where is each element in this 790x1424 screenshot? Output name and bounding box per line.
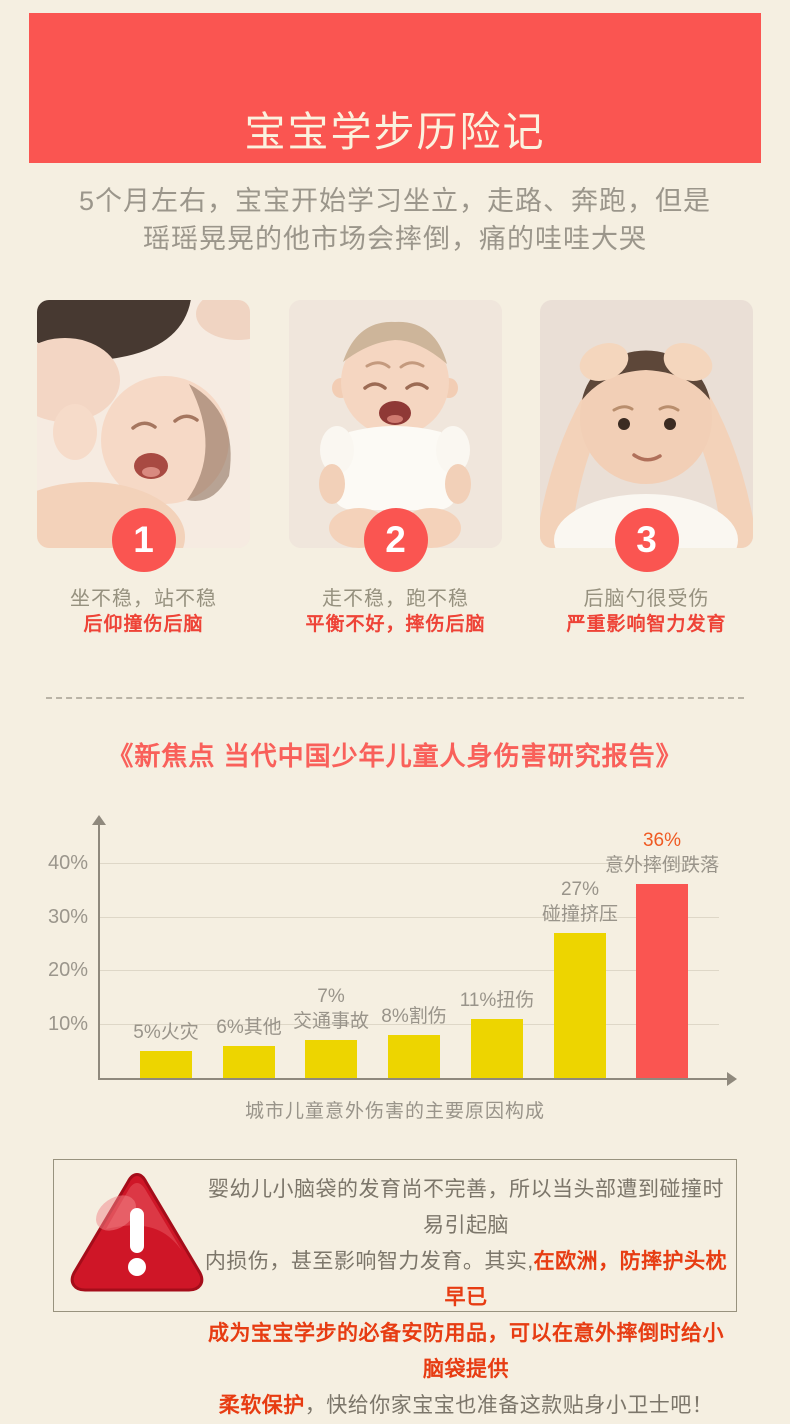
bar-label-意外摔倒跌落: 36% 意外摔倒跌落 [604, 830, 720, 876]
step-badge-2: 2 [363, 508, 428, 572]
card-caption-2: 走不稳，跑不稳 [322, 588, 469, 610]
gridline-20% [99, 970, 719, 971]
bar-label-割伤: 8%割伤 [381, 1006, 447, 1027]
header-banner: 宝宝学步历险记 [29, 13, 761, 163]
hazard-card-2: 2 走不稳，跑不稳 平衡不好，摔伤后脑 [289, 300, 502, 640]
bar-label-交通事故: 7% 交通事故 [292, 986, 370, 1032]
step-badge-3: 3 [614, 508, 679, 572]
hazard-card-1: 1 坐不稳，站不稳 后仰撞伤后脑 [37, 300, 250, 640]
bar-label-火灾: 5%火灾 [133, 1022, 199, 1043]
notice-line: 婴幼儿小脑袋的发育尚不完善，所以当头部遭到碰撞时易引起脑 [208, 1178, 724, 1237]
bar-扭伤 [471, 1019, 523, 1078]
card-caption-3: 后脑勺很受伤 [583, 588, 710, 610]
notice-line: 成为宝宝学步的必备安防用品，可以在意外摔倒时给小脑袋提供 [208, 1322, 724, 1381]
y-axis [98, 824, 100, 1080]
card-caption-1: 坐不稳，站不稳 [70, 588, 217, 610]
bar-label-其他: 6%其他 [216, 1017, 282, 1038]
card-warning-3: 严重影响智力发育 [566, 614, 727, 635]
y-tick-10%: 10% [47, 1013, 88, 1035]
gridline-30% [99, 917, 719, 918]
notice-line: 内损伤，甚至影响智力发育。其实,在欧洲，防摔护头枕早已 [204, 1250, 728, 1309]
card-warning-1: 后仰撞伤后脑 [83, 614, 204, 635]
intro-line-2: 瑶瑶晃晃的他市场会摔倒，痛的哇哇大哭 [143, 224, 647, 254]
gridline-10% [99, 1024, 719, 1025]
photo-baby-holding-head [540, 300, 753, 548]
notice-text: 婴幼儿小脑袋的发育尚不完善，所以当头部遭到碰撞时易引起脑 内损伤，甚至影响智力发育… [204, 1172, 728, 1424]
bar-意外摔倒跌落 [636, 884, 688, 1078]
bar-其他 [223, 1046, 275, 1078]
dashed-divider [46, 697, 744, 699]
bar-交通事故 [305, 1040, 357, 1078]
x-axis-arrow-icon [727, 1072, 737, 1086]
y-axis-arrow-icon [92, 815, 106, 825]
card-warning-2: 平衡不好，摔伤后脑 [305, 614, 486, 635]
notice-box: 婴幼儿小脑袋的发育尚不完善，所以当头部遭到碰撞时易引起脑 内损伤，甚至影响智力发育… [53, 1159, 737, 1417]
photo-crying-baby-sitting [289, 300, 502, 548]
bar-割伤 [388, 1035, 440, 1078]
y-tick-30%: 30% [47, 906, 88, 928]
intro-line-1: 5个月左右，宝宝开始学习坐立，走路、奔跑，但是 [78, 186, 711, 216]
step-badge-1: 1 [111, 508, 176, 572]
notice-line: 柔软保护，快给你家宝宝也准备这款贴身小卫士吧！ [218, 1394, 714, 1417]
bar-chart: 城市儿童意外伤害的主要原因构成 10% 20% 30% 40% 5%火灾 6%其他 7% 交通… [0, 810, 790, 1130]
chart-x-axis-label: 城市儿童意外伤害的主要原因构成 [244, 1101, 545, 1122]
gridline-40% [99, 863, 719, 864]
intro-text: 5个月左右，宝宝开始学习坐立，走路、奔跑，但是 瑶瑶晃晃的他市场会摔倒，痛的哇哇… [0, 182, 790, 258]
bar-label-扭伤: 11%扭伤 [459, 990, 535, 1011]
bar-label-碰撞挤压: 27% 碰撞挤压 [541, 879, 619, 925]
bar-碰撞挤压 [554, 933, 606, 1078]
bar-火灾 [140, 1051, 192, 1078]
y-tick-20%: 20% [47, 959, 88, 981]
report-title: 《新焦点 当代中国少年儿童人身伤害研究报告》 [107, 741, 683, 771]
y-tick-40%: 40% [47, 852, 88, 874]
photo-crying-baby-lying-with-mother [37, 300, 250, 548]
hazard-card-3: 3 后脑勺很受伤 严重影响智力发育 [540, 300, 753, 640]
page-title: 宝宝学步历险记 [244, 109, 546, 155]
warning-triangle-icon [68, 1171, 206, 1293]
x-axis [98, 1078, 728, 1080]
